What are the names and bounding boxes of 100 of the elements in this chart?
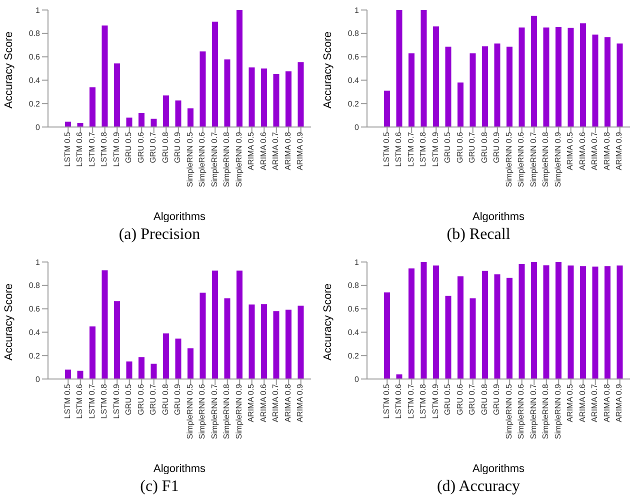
x-tick-label: ARIMA 0.9 xyxy=(296,131,305,170)
x-tick-label: LSTM 0.6 xyxy=(394,382,404,418)
y-tick-label: 0.8 xyxy=(348,29,360,38)
x-tick-label: LSTM 0.5 xyxy=(62,131,72,167)
bar xyxy=(494,43,500,127)
x-tick-label: SimpleRNN 0.9 xyxy=(234,382,244,439)
bar xyxy=(102,270,108,378)
x-axis-title: Algorithms xyxy=(472,462,525,474)
x-tick-label: SimpleRNN 0.7 xyxy=(210,382,219,439)
x-tick-label: ARIMA 0.8 xyxy=(283,131,292,170)
x-tick-label: ARIMA 0.7 xyxy=(590,131,600,170)
x-tick-label: SimpleRNN 0.8 xyxy=(541,131,550,188)
x-tick-label: SimpleRNN 0.5 xyxy=(504,131,514,188)
x-tick-label: LSTM 0.6 xyxy=(75,382,84,418)
bar xyxy=(482,270,488,378)
x-tick-label: ARIMA 0.7 xyxy=(590,382,600,422)
y-axis-title: Accuracy Score xyxy=(322,282,334,360)
bar xyxy=(298,62,304,127)
y-axis-title: Accuracy Score xyxy=(2,282,15,360)
x-tick-label: ARIMA 0.5 xyxy=(246,131,256,170)
bar xyxy=(224,59,230,127)
bar xyxy=(616,43,623,127)
bar xyxy=(494,274,500,378)
bar xyxy=(126,360,132,378)
bar xyxy=(556,26,562,127)
bar xyxy=(138,112,144,127)
bar xyxy=(396,10,402,127)
x-tick-label: LSTM 0.5 xyxy=(382,131,391,167)
bar xyxy=(175,338,182,378)
bar xyxy=(212,270,218,378)
bar xyxy=(616,265,623,378)
bar xyxy=(261,304,267,378)
bar xyxy=(114,63,120,127)
x-tick-label: SimpleRNN 0.6 xyxy=(198,131,207,188)
x-tick-label: ARIMA 0.5 xyxy=(566,131,575,170)
bar xyxy=(433,26,439,127)
bar xyxy=(212,22,218,127)
bar xyxy=(433,265,439,378)
x-tick-label: GRU 0.9 xyxy=(492,382,502,415)
bar xyxy=(273,74,280,127)
x-axis-title: Algorithms xyxy=(154,211,206,223)
x-tick-label: ARIMA 0.6 xyxy=(258,382,268,422)
y-tick-label: 0.4 xyxy=(348,328,360,337)
x-tick-label: GRU 0.5 xyxy=(124,382,134,415)
x-tick-label: SimpleRNN 0.9 xyxy=(553,131,562,188)
bar xyxy=(163,332,169,378)
y-tick-label: 0 xyxy=(354,374,360,384)
bar xyxy=(420,10,427,127)
bar xyxy=(604,266,610,378)
bar xyxy=(65,369,71,378)
bar xyxy=(470,53,476,127)
bar xyxy=(408,53,414,127)
x-tick-label: GRU 0.7 xyxy=(148,382,158,415)
bar xyxy=(458,82,464,127)
bar xyxy=(90,87,96,127)
bar xyxy=(458,276,464,378)
bar xyxy=(506,46,512,127)
bar xyxy=(556,262,562,378)
x-tick-label: GRU 0.8 xyxy=(480,382,489,415)
x-tick-label: LSTM 0.7 xyxy=(406,131,416,167)
bar xyxy=(200,292,206,378)
y-tick-label: 1 xyxy=(36,257,41,266)
x-tick-label: ARIMA 0.6 xyxy=(578,382,587,422)
bar xyxy=(420,262,427,378)
bar xyxy=(568,28,574,127)
bar xyxy=(470,298,476,378)
bar xyxy=(102,26,108,127)
x-tick-label: LSTM 0.5 xyxy=(62,382,72,418)
x-tick-label: GRU 0.7 xyxy=(468,131,477,164)
bar xyxy=(248,67,255,127)
x-tick-label: GRU 0.6 xyxy=(455,131,464,164)
x-tick-label: GRU 0.8 xyxy=(160,382,170,415)
bar xyxy=(568,265,574,378)
bar xyxy=(384,292,390,378)
x-tick-label: SimpleRNN 0.6 xyxy=(198,382,207,439)
x-tick-label: ARIMA 0.6 xyxy=(578,131,587,170)
y-axis-title: Accuracy Score xyxy=(322,31,334,108)
x-tick-label: GRU 0.6 xyxy=(136,131,146,164)
x-tick-label: ARIMA 0.8 xyxy=(283,382,292,422)
x-tick-label: SimpleRNN 0.7 xyxy=(528,131,538,188)
bar xyxy=(531,262,537,378)
bar xyxy=(90,326,96,378)
x-tick-label: LSTM 0.9 xyxy=(430,382,440,418)
x-axis-title: Algorithms xyxy=(154,462,206,474)
x-tick-label: LSTM 0.8 xyxy=(100,131,109,167)
x-tick-label: GRU 0.6 xyxy=(136,382,146,415)
bar xyxy=(236,270,242,378)
x-tick-label: GRU 0.9 xyxy=(173,131,182,164)
x-tick-label: GRU 0.9 xyxy=(173,382,182,415)
bar xyxy=(188,348,194,378)
x-tick-label: ARIMA 0.9 xyxy=(614,131,624,170)
x-tick-label: LSTM 0.6 xyxy=(394,131,404,167)
y-tick-label: 0.6 xyxy=(28,304,41,314)
bar xyxy=(114,300,120,378)
x-tick-label: SimpleRNN 0.8 xyxy=(222,382,232,439)
x-tick-label: SimpleRNN 0.6 xyxy=(516,131,526,188)
y-tick-label: 0.4 xyxy=(28,328,41,337)
x-tick-label: GRU 0.9 xyxy=(492,131,502,164)
x-tick-label: LSTM 0.9 xyxy=(112,131,121,167)
text: (d) Accuracy xyxy=(436,478,522,496)
